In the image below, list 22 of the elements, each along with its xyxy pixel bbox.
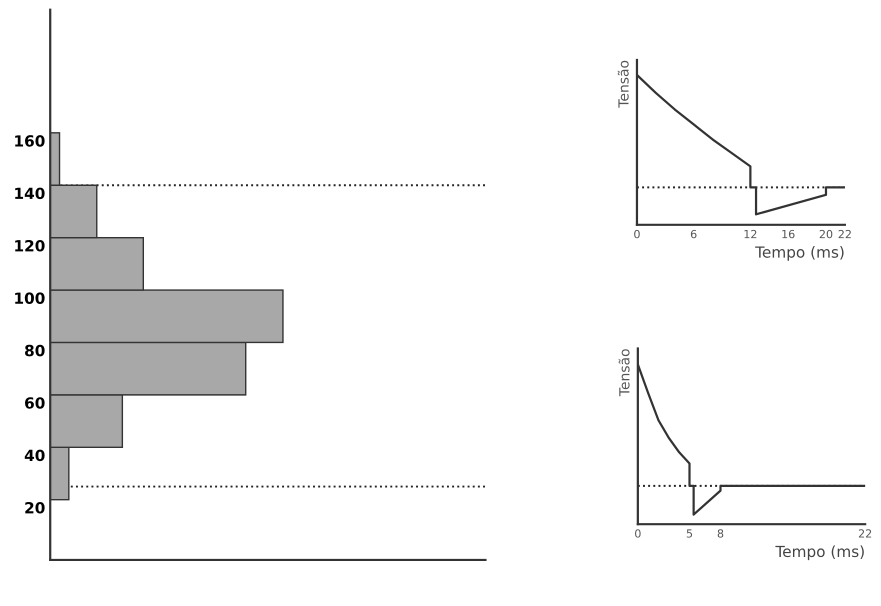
y-tick-label: 160 — [15, 135, 45, 147]
x-tick-label: 16 — [782, 230, 795, 238]
x-tick-label: 8 — [718, 529, 724, 538]
x-tick-label: 22 — [858, 529, 872, 538]
x-tick-label: 5 — [686, 529, 692, 538]
x-axis-title: Tempo (ms) — [775, 545, 864, 560]
x-tick-label: 22 — [838, 230, 851, 238]
y-tick-label: 20 — [25, 502, 45, 514]
x-tick-label: 0 — [634, 230, 640, 238]
x-tick-label: 6 — [690, 230, 696, 238]
y-axis-title: Tensão — [618, 60, 629, 108]
y-tick-label: 100 — [15, 292, 45, 304]
y-tick-label: 140 — [15, 188, 45, 200]
y-axis-title: Tensão — [618, 349, 630, 396]
x-tick-label: 12 — [744, 230, 756, 238]
y-tick-label: 80 — [25, 344, 45, 356]
x-tick-label: 0 — [635, 529, 641, 538]
y-tick-label: 60 — [25, 397, 45, 409]
x-tick-label: 20 — [820, 230, 832, 238]
y-tick-label: 40 — [24, 450, 45, 462]
x-axis-title: Tempo (ms) — [755, 246, 844, 261]
y-tick-label: 120 — [15, 240, 45, 252]
